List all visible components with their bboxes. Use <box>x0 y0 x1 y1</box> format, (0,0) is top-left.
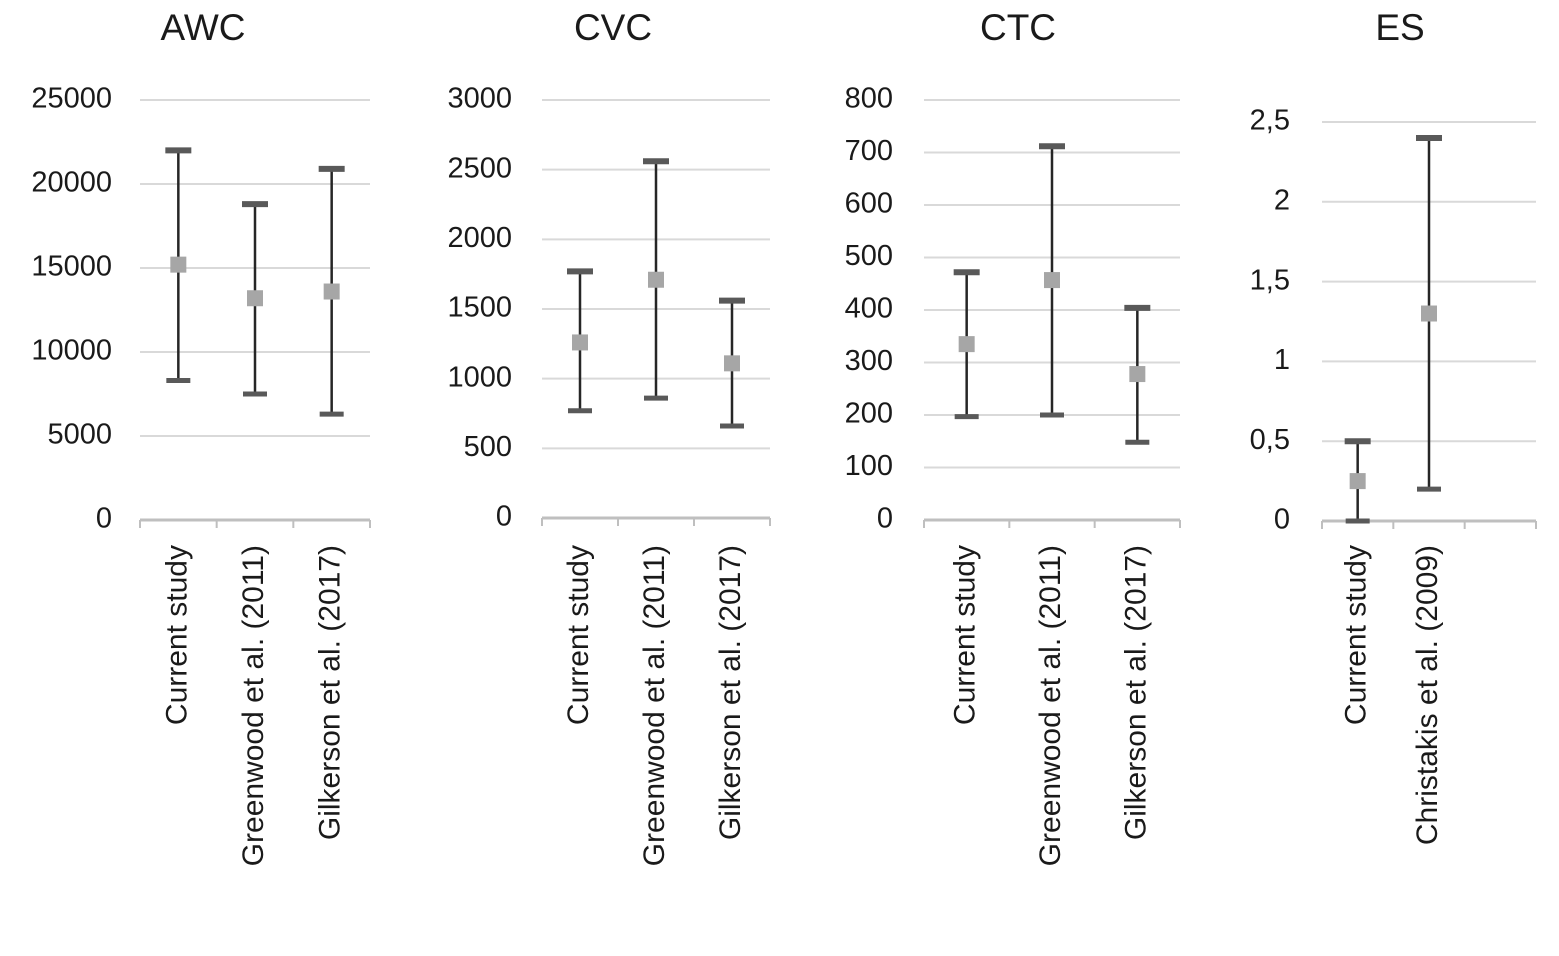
mean-marker <box>247 290 263 307</box>
y-tick-label: 0,5 <box>1250 424 1290 456</box>
y-tick-label: 1 <box>1274 344 1290 376</box>
y-tick-label: 2,5 <box>1250 105 1290 137</box>
y-tick-label: 1000 <box>447 361 512 393</box>
mean-marker <box>1129 366 1146 383</box>
y-tick-label: 700 <box>845 135 893 167</box>
y-tick-label: 2 <box>1274 184 1290 216</box>
chart-title: CTC <box>980 7 1056 48</box>
mean-marker <box>170 256 187 273</box>
x-tick-label: Current study <box>1340 545 1373 725</box>
mean-marker <box>1421 305 1437 322</box>
mean-marker <box>323 283 340 300</box>
x-tick-label: Gilkerson et al. (2017) <box>314 545 347 840</box>
x-tick-label: Greenwood et al. (2011) <box>237 545 270 866</box>
y-tick-label: 1,5 <box>1250 264 1290 296</box>
x-tick-label: Gilkerson et al. (2017) <box>714 545 747 840</box>
y-tick-label: 0 <box>1274 504 1290 536</box>
y-tick-label: 1500 <box>447 292 512 324</box>
y-tick-label: 0 <box>496 501 512 533</box>
y-tick-label: 2500 <box>447 152 512 184</box>
y-tick-label: 3000 <box>447 83 512 115</box>
y-tick-label: 25000 <box>31 83 112 115</box>
y-tick-label: 2000 <box>447 222 512 254</box>
y-tick-label: 15000 <box>31 251 112 283</box>
x-tick-label: Christakis et al. (2009) <box>1411 545 1444 845</box>
mean-marker <box>572 334 588 351</box>
mean-marker <box>1349 473 1366 490</box>
y-tick-label: 5000 <box>47 419 112 451</box>
y-tick-label: 0 <box>877 503 893 535</box>
x-tick-label: Greenwood et al. (2011) <box>1034 545 1067 866</box>
y-tick-label: 0 <box>96 503 112 535</box>
y-tick-label: 300 <box>845 345 893 377</box>
x-tick-label: Greenwood et al. (2011) <box>638 545 671 866</box>
chart-title: CVC <box>574 7 652 48</box>
x-tick-label: Current study <box>562 545 595 725</box>
mean-marker <box>1044 272 1060 289</box>
mean-marker <box>958 336 975 353</box>
x-tick-label: Gilkerson et al. (2017) <box>1119 545 1152 840</box>
x-tick-label: Current study <box>949 545 982 725</box>
y-tick-label: 200 <box>845 398 893 430</box>
x-tick-label: Current study <box>160 545 193 725</box>
mean-marker <box>724 355 740 372</box>
y-tick-label: 20000 <box>31 167 112 199</box>
y-tick-label: 10000 <box>31 335 112 367</box>
mean-marker <box>648 271 664 288</box>
y-tick-label: 500 <box>845 240 893 272</box>
chart-title: AWC <box>161 7 246 48</box>
y-tick-label: 800 <box>845 83 893 115</box>
y-tick-label: 400 <box>845 293 893 325</box>
y-tick-label: 500 <box>464 431 512 463</box>
y-tick-label: 600 <box>845 188 893 220</box>
chart-title: ES <box>1375 7 1424 48</box>
y-tick-label: 100 <box>845 450 893 482</box>
